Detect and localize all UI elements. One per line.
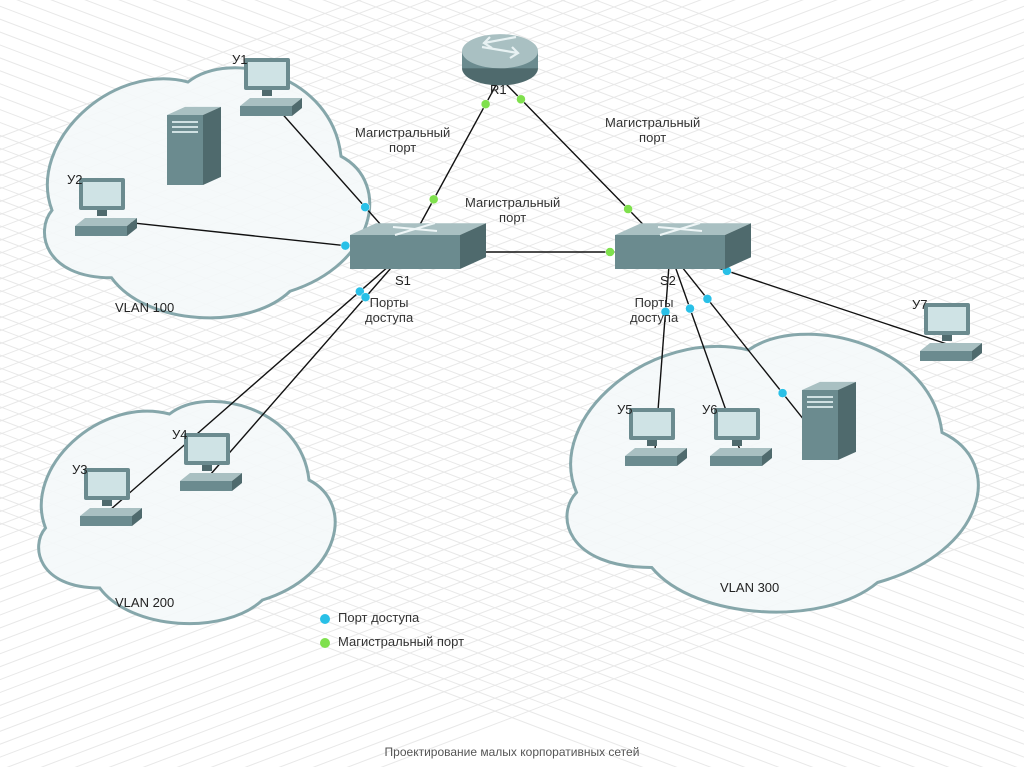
legend-item: Магистральный порт: [320, 634, 464, 649]
legend-item: Порт доступа: [320, 610, 419, 625]
diagram-stage: Проектирование малых корпоративных сетей…: [0, 0, 1024, 767]
diagram-svg: [0, 0, 1024, 767]
footer-caption: Проектирование малых корпоративных сетей: [0, 745, 1024, 759]
